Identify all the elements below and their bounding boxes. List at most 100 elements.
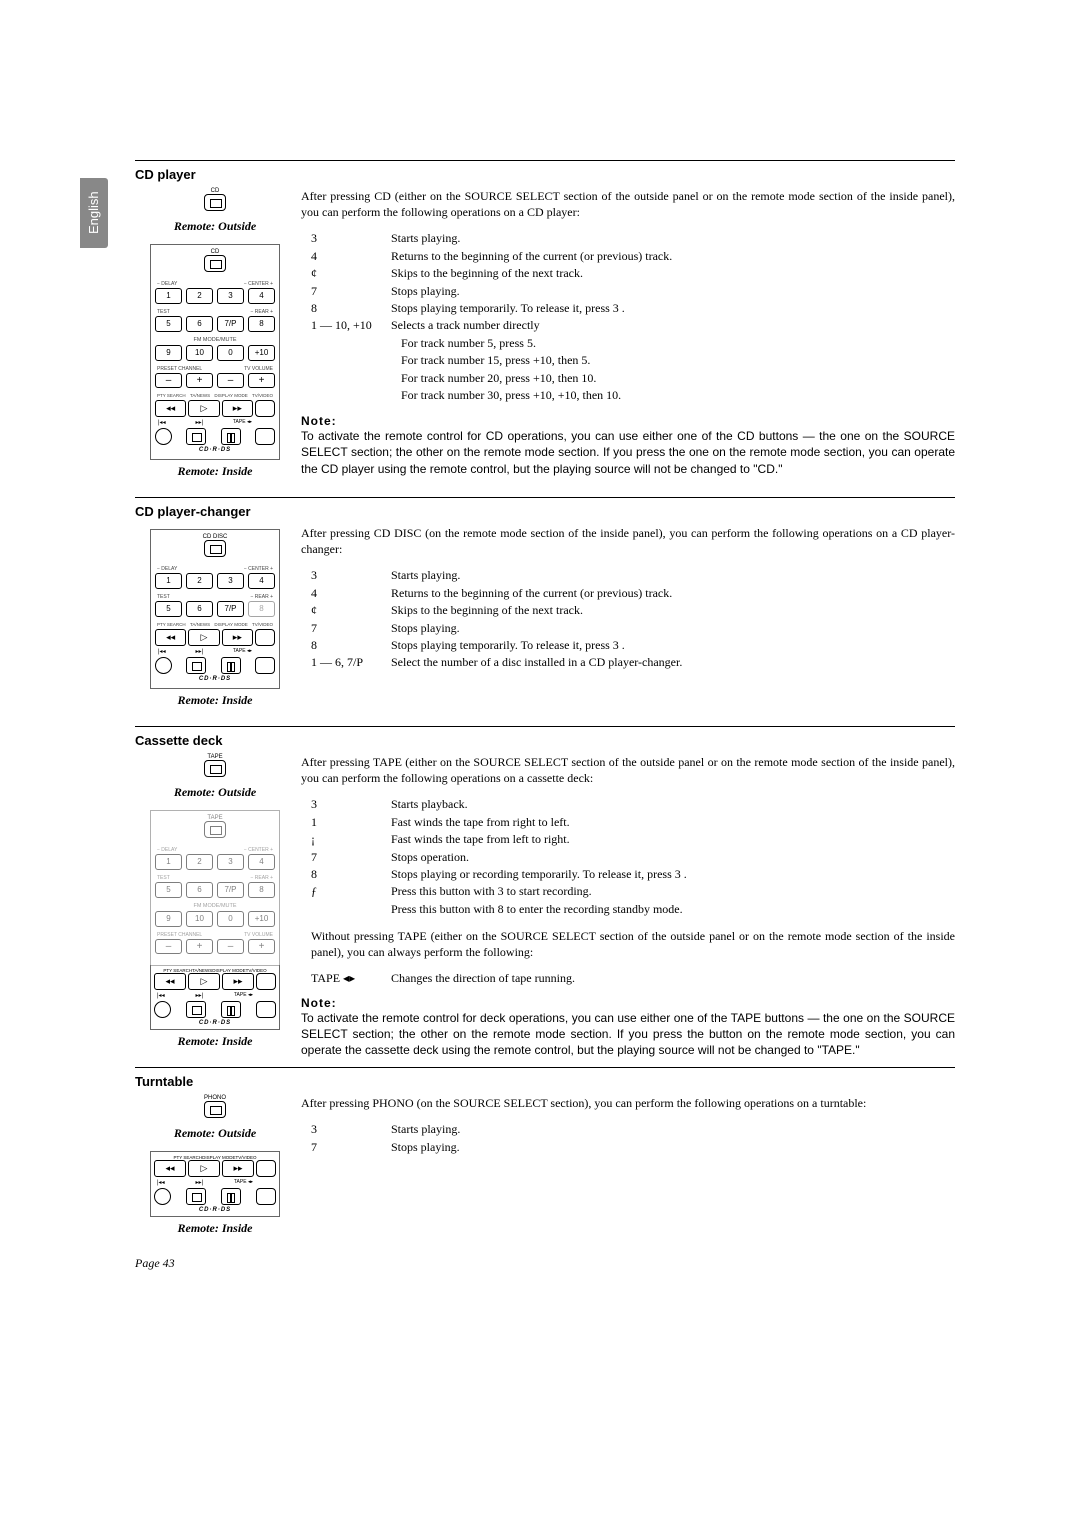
lbl: − CENTER + — [244, 566, 273, 573]
rew-icon: ◂◂ — [154, 1160, 186, 1177]
op-sub: For track number 15, press +10, then 5. — [401, 352, 955, 369]
op-key: ƒ — [311, 883, 391, 900]
op-key: 7 — [311, 620, 391, 637]
key-7p: 7/P — [217, 316, 244, 332]
cd-remote-inside: CD − DELAY− CENTER + 1 2 3 4 TEST− REAR … — [150, 244, 280, 460]
tvvideo-btn — [255, 400, 275, 417]
play-icon: ▷ — [188, 400, 219, 417]
vol-2: + — [186, 373, 213, 388]
language-tab: English — [80, 178, 108, 248]
op-key: 4 — [311, 248, 391, 265]
op-key: 7 — [311, 1139, 391, 1156]
op-desc: Starts playing. — [391, 1121, 955, 1138]
vol-4: + — [248, 939, 275, 954]
page-content: CD player CD Remote: Outside CD − DELAY−… — [135, 160, 955, 1246]
key-6: 6 — [186, 601, 213, 617]
key-9: 9 — [155, 345, 182, 361]
op-sub: For track number 30, press +10, +10, the… — [401, 387, 955, 404]
lbl: TEST — [157, 594, 170, 601]
op-key: 3 — [311, 230, 391, 247]
op-key: 3 — [311, 567, 391, 584]
key-0: 0 — [217, 345, 244, 361]
phono-button-outside-icon — [204, 1101, 226, 1118]
tvvideo-btn — [255, 629, 275, 646]
lbl: TAPE ◂▸ — [234, 992, 253, 999]
lbl: PRESET CHANNEL — [157, 932, 202, 939]
key-4: 4 — [248, 288, 275, 304]
rec-icon — [154, 1001, 171, 1018]
lbl: TEST — [157, 875, 170, 882]
op-desc: Stops playing. — [391, 283, 955, 300]
skip-fwd-icon: ▸▸| — [195, 1179, 203, 1186]
op-sub: For track number 5, press 5. — [401, 335, 955, 352]
brand-label: CD·R·DS — [155, 447, 275, 453]
fm-label: FM MODE/MUTE — [155, 903, 275, 909]
op-desc: Stops playing. — [391, 620, 955, 637]
cd-button-inside-icon — [204, 255, 226, 272]
rew-icon: ◂◂ — [155, 400, 186, 417]
key-1: 1 — [155, 573, 182, 589]
key-3: 3 — [217, 854, 244, 870]
key-1: 1 — [155, 854, 182, 870]
phono-title: Turntable — [135, 1074, 955, 1089]
key-7p: 7/P — [217, 882, 244, 898]
op-desc: Fast winds the tape from left to right. — [391, 831, 955, 848]
op-key: ¢ — [311, 602, 391, 619]
skip-fwd-icon: ▸▸| — [195, 419, 203, 426]
cd-ops: 3Starts playing. 4Returns to the beginni… — [311, 230, 955, 404]
stop-icon — [186, 1001, 206, 1018]
cd-caption-out: Remote: Outside — [135, 219, 295, 234]
skip-back-icon: |◂◂ — [158, 419, 166, 426]
tape-always-key: TAPE ◂▸ — [311, 970, 391, 987]
brand-label: CD·R·DS — [154, 1020, 276, 1026]
tape-caption-in: Remote: Inside — [135, 1034, 295, 1049]
lbl: − REAR + — [250, 594, 273, 601]
tape-caption-out: Remote: Outside — [135, 785, 295, 800]
op-key: 7 — [311, 849, 391, 866]
rew-icon: ◂◂ — [154, 973, 186, 990]
ff-icon: ▸▸ — [222, 1160, 254, 1177]
phono-remote-inside: PTY SEARCHDISPLAY MODETV/VIDEO ◂◂ ▷ ▸▸ |… — [150, 1151, 280, 1217]
op-key: 8 — [311, 300, 391, 317]
tape-ops: 3Starts playback. 1Fast winds the tape f… — [311, 796, 955, 918]
lbl-delay: − DELAY — [157, 281, 177, 288]
key-plus10: +10 — [248, 911, 275, 927]
key-10: 10 — [186, 911, 213, 927]
lbl: − REAR + — [250, 875, 273, 882]
ff-icon: ▸▸ — [222, 629, 253, 646]
lbl: TV/VIDEO — [252, 622, 273, 629]
op-desc: Selects a track number directly — [391, 317, 955, 334]
ff-icon: ▸▸ — [222, 400, 253, 417]
key-6: 6 — [186, 316, 213, 332]
op-desc: Returns to the beginning of the current … — [391, 248, 955, 265]
key-8: 8 — [248, 882, 275, 898]
phono-caption-out: Remote: Outside — [135, 1126, 295, 1141]
lbl-disp: DISPLAY MODE — [214, 393, 247, 400]
lbl-tvvol: TV VOLUME — [244, 366, 273, 373]
cd-button-outside-icon — [204, 194, 226, 211]
tape-title: Cassette deck — [135, 733, 955, 748]
key-8: 8 — [248, 601, 275, 617]
lbl: PTY SEARCH — [157, 622, 186, 629]
fm-label: FM MODE/MUTE — [155, 337, 275, 343]
lbl: DISPLAY MODE — [214, 622, 247, 629]
tape-button-inside-icon — [204, 821, 226, 838]
op-desc: Stops operation. — [391, 849, 955, 866]
play-icon: ▷ — [188, 1160, 220, 1177]
tape-dir-btn — [255, 657, 275, 674]
key-7p: 7/P — [217, 601, 244, 617]
rew-icon: ◂◂ — [155, 629, 186, 646]
lbl-tvvid: TV/VIDEO — [252, 393, 273, 400]
key-5: 5 — [155, 882, 182, 898]
key-2: 2 — [186, 288, 213, 304]
cdc-remote-inside: CD DISC − DELAY− CENTER + 1 2 3 4 TEST− … — [150, 529, 280, 689]
op-key: 1 — 10, +10 — [311, 317, 391, 334]
key-4: 4 — [248, 573, 275, 589]
op-desc: Skips to the beginning of the next track… — [391, 602, 955, 619]
cd-title: CD player — [135, 167, 955, 182]
phono-caption-in: Remote: Inside — [135, 1221, 295, 1236]
tape-note-head: Note: — [301, 996, 955, 1010]
skip-back-icon: |◂◂ — [157, 1179, 165, 1186]
page-number: Page 43 — [135, 1256, 1000, 1271]
op-desc: Starts playing. — [391, 567, 955, 584]
